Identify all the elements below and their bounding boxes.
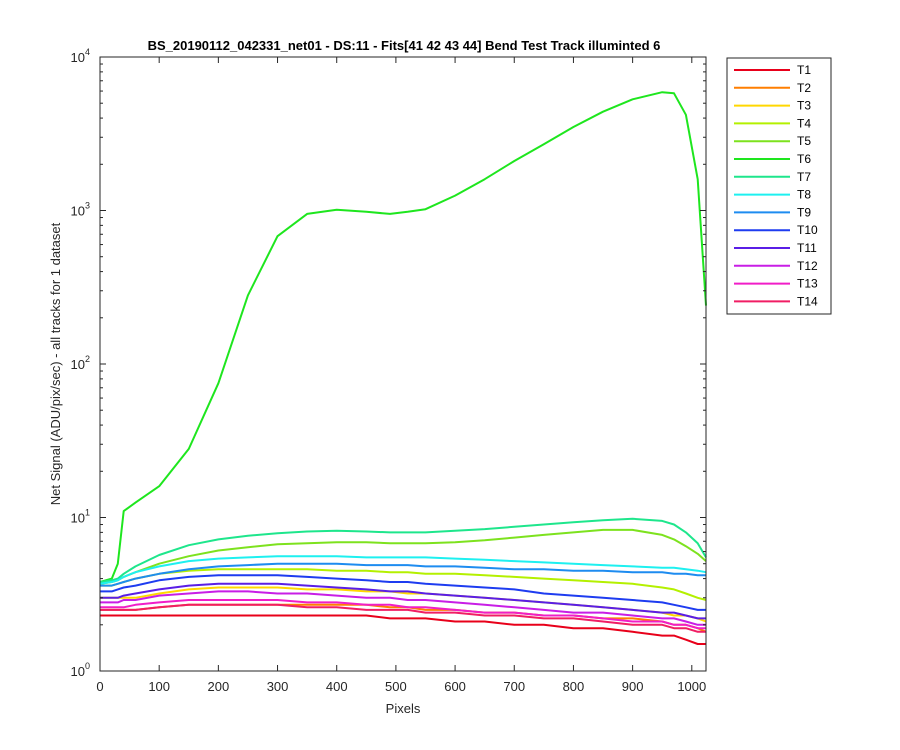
series-line-t6 bbox=[99, 91, 707, 583]
y-tick-label: 100 bbox=[71, 661, 90, 679]
x-tick-label: 300 bbox=[267, 679, 289, 694]
x-tick-label: 600 bbox=[444, 679, 466, 694]
x-tick-label: 900 bbox=[622, 679, 644, 694]
x-tick-label: 800 bbox=[563, 679, 585, 694]
series-line-t13 bbox=[100, 599, 706, 630]
x-tick-label: 100 bbox=[148, 679, 170, 694]
y-tick-label: 104 bbox=[71, 47, 90, 65]
series-line-t12 bbox=[100, 590, 706, 626]
plot-area bbox=[99, 56, 707, 672]
legend-label-t7: T7 bbox=[797, 170, 811, 184]
series-line-t11 bbox=[100, 582, 706, 620]
series-line-t14 bbox=[100, 603, 706, 633]
series-line-t5 bbox=[99, 528, 707, 585]
series-line-t7 bbox=[99, 517, 707, 583]
x-axis: 0 100 200 300 400 500 600 700 800 900 1000 bbox=[96, 57, 706, 694]
y-axis: 100 101 102 103 104 bbox=[71, 47, 706, 679]
x-tick-label: 700 bbox=[503, 679, 525, 694]
legend-label-t13: T13 bbox=[797, 277, 818, 291]
series-line-t10 bbox=[100, 574, 706, 611]
series-layer bbox=[99, 91, 707, 645]
chart-title: BS_20190112_042331_net01 - DS:11 - Fits[… bbox=[148, 38, 661, 53]
legend-label-t9: T9 bbox=[797, 205, 811, 219]
legend-label-t8: T8 bbox=[797, 188, 811, 202]
x-tick-label: 1000 bbox=[677, 679, 706, 694]
series-line-t8 bbox=[99, 555, 707, 585]
legend-label-t3: T3 bbox=[797, 99, 811, 113]
x-tick-label: 400 bbox=[326, 679, 348, 694]
axes-background bbox=[100, 57, 706, 671]
legend-label-t2: T2 bbox=[797, 81, 811, 95]
legend-label-t4: T4 bbox=[797, 116, 811, 130]
series-line-t1 bbox=[100, 614, 706, 645]
legend-label-t6: T6 bbox=[797, 152, 811, 166]
y-tick-label: 102 bbox=[71, 354, 90, 372]
legend-label-t12: T12 bbox=[797, 259, 818, 273]
legend-label-t10: T10 bbox=[797, 223, 818, 237]
legend-label-t11: T11 bbox=[797, 241, 817, 255]
x-tick-label: 0 bbox=[96, 679, 103, 694]
legend-items: T1 T2 T3 T4 T5 T6 T7 T8 T9 T10 T11 T12 T13 T14 bbox=[734, 63, 818, 308]
y-tick-label: 103 bbox=[71, 201, 90, 219]
x-axis-label: Pixels bbox=[386, 701, 421, 716]
legend-label-t1: T1 bbox=[797, 63, 811, 77]
legend-label-t5: T5 bbox=[797, 134, 811, 148]
series-line-t9 bbox=[100, 562, 706, 587]
y-axis-label: Net Signal (ADU/pix/sec) - all tracks fo… bbox=[48, 222, 63, 505]
x-tick-label: 200 bbox=[208, 679, 230, 694]
legend-label-t14: T14 bbox=[797, 294, 818, 308]
y-tick-label: 101 bbox=[71, 508, 90, 526]
legend-box bbox=[726, 57, 832, 315]
x-tick-label: 500 bbox=[385, 679, 407, 694]
legend: T1 T2 T3 T4 T5 T6 T7 T8 T9 T10 T11 T12 T13 T14 bbox=[726, 57, 832, 315]
